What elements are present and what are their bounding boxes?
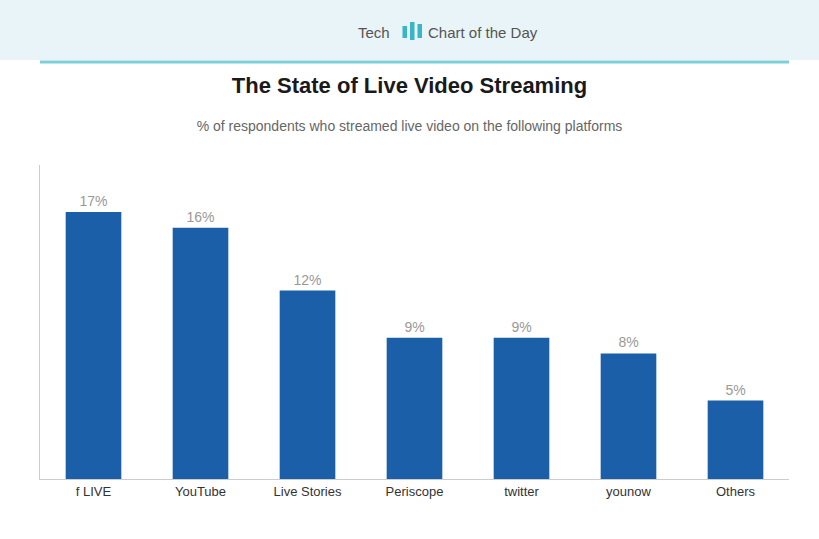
svg-text:9%: 9%	[511, 319, 531, 335]
svg-text:The State of Live Video Stream: The State of Live Video Streaming	[232, 73, 587, 98]
svg-text:17%: 17%	[79, 193, 107, 209]
svg-text:Periscope: Periscope	[386, 484, 444, 499]
svg-text:twitter: twitter	[504, 484, 539, 499]
svg-text:younow: younow	[606, 484, 651, 499]
svg-text:8%: 8%	[618, 334, 638, 350]
svg-text:Tech: Tech	[358, 24, 390, 41]
svg-text:Live Stories: Live Stories	[274, 484, 342, 499]
svg-text:f LIVE: f LIVE	[76, 484, 112, 499]
svg-text:9%: 9%	[404, 319, 424, 335]
svg-text:16%: 16%	[186, 209, 214, 225]
svg-text:YouTube: YouTube	[175, 484, 226, 499]
svg-text:Chart of the Day: Chart of the Day	[428, 24, 538, 41]
svg-text:5%: 5%	[725, 382, 745, 398]
svg-text:Others: Others	[716, 484, 756, 499]
svg-text:12%: 12%	[293, 272, 321, 288]
svg-text:% of respondents who streamed: % of respondents who streamed live video…	[197, 118, 623, 134]
